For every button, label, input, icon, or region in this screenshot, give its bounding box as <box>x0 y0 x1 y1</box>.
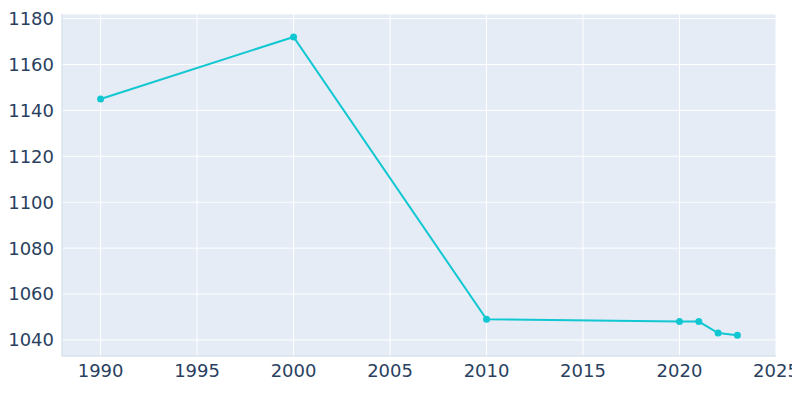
svg-text:1060: 1060 <box>8 283 54 304</box>
svg-text:2025: 2025 <box>753 360 792 381</box>
svg-text:2020: 2020 <box>657 360 703 381</box>
svg-text:2010: 2010 <box>464 360 510 381</box>
svg-text:2015: 2015 <box>560 360 606 381</box>
svg-text:1995: 1995 <box>174 360 220 381</box>
svg-text:1140: 1140 <box>8 100 54 121</box>
svg-text:2005: 2005 <box>367 360 413 381</box>
svg-text:1990: 1990 <box>78 360 124 381</box>
svg-text:2000: 2000 <box>271 360 317 381</box>
svg-text:1100: 1100 <box>8 192 54 213</box>
svg-text:1120: 1120 <box>8 146 54 167</box>
svg-text:1180: 1180 <box>8 8 54 29</box>
svg-text:1160: 1160 <box>8 54 54 75</box>
svg-text:1040: 1040 <box>8 329 54 350</box>
svg-text:1080: 1080 <box>8 238 54 259</box>
